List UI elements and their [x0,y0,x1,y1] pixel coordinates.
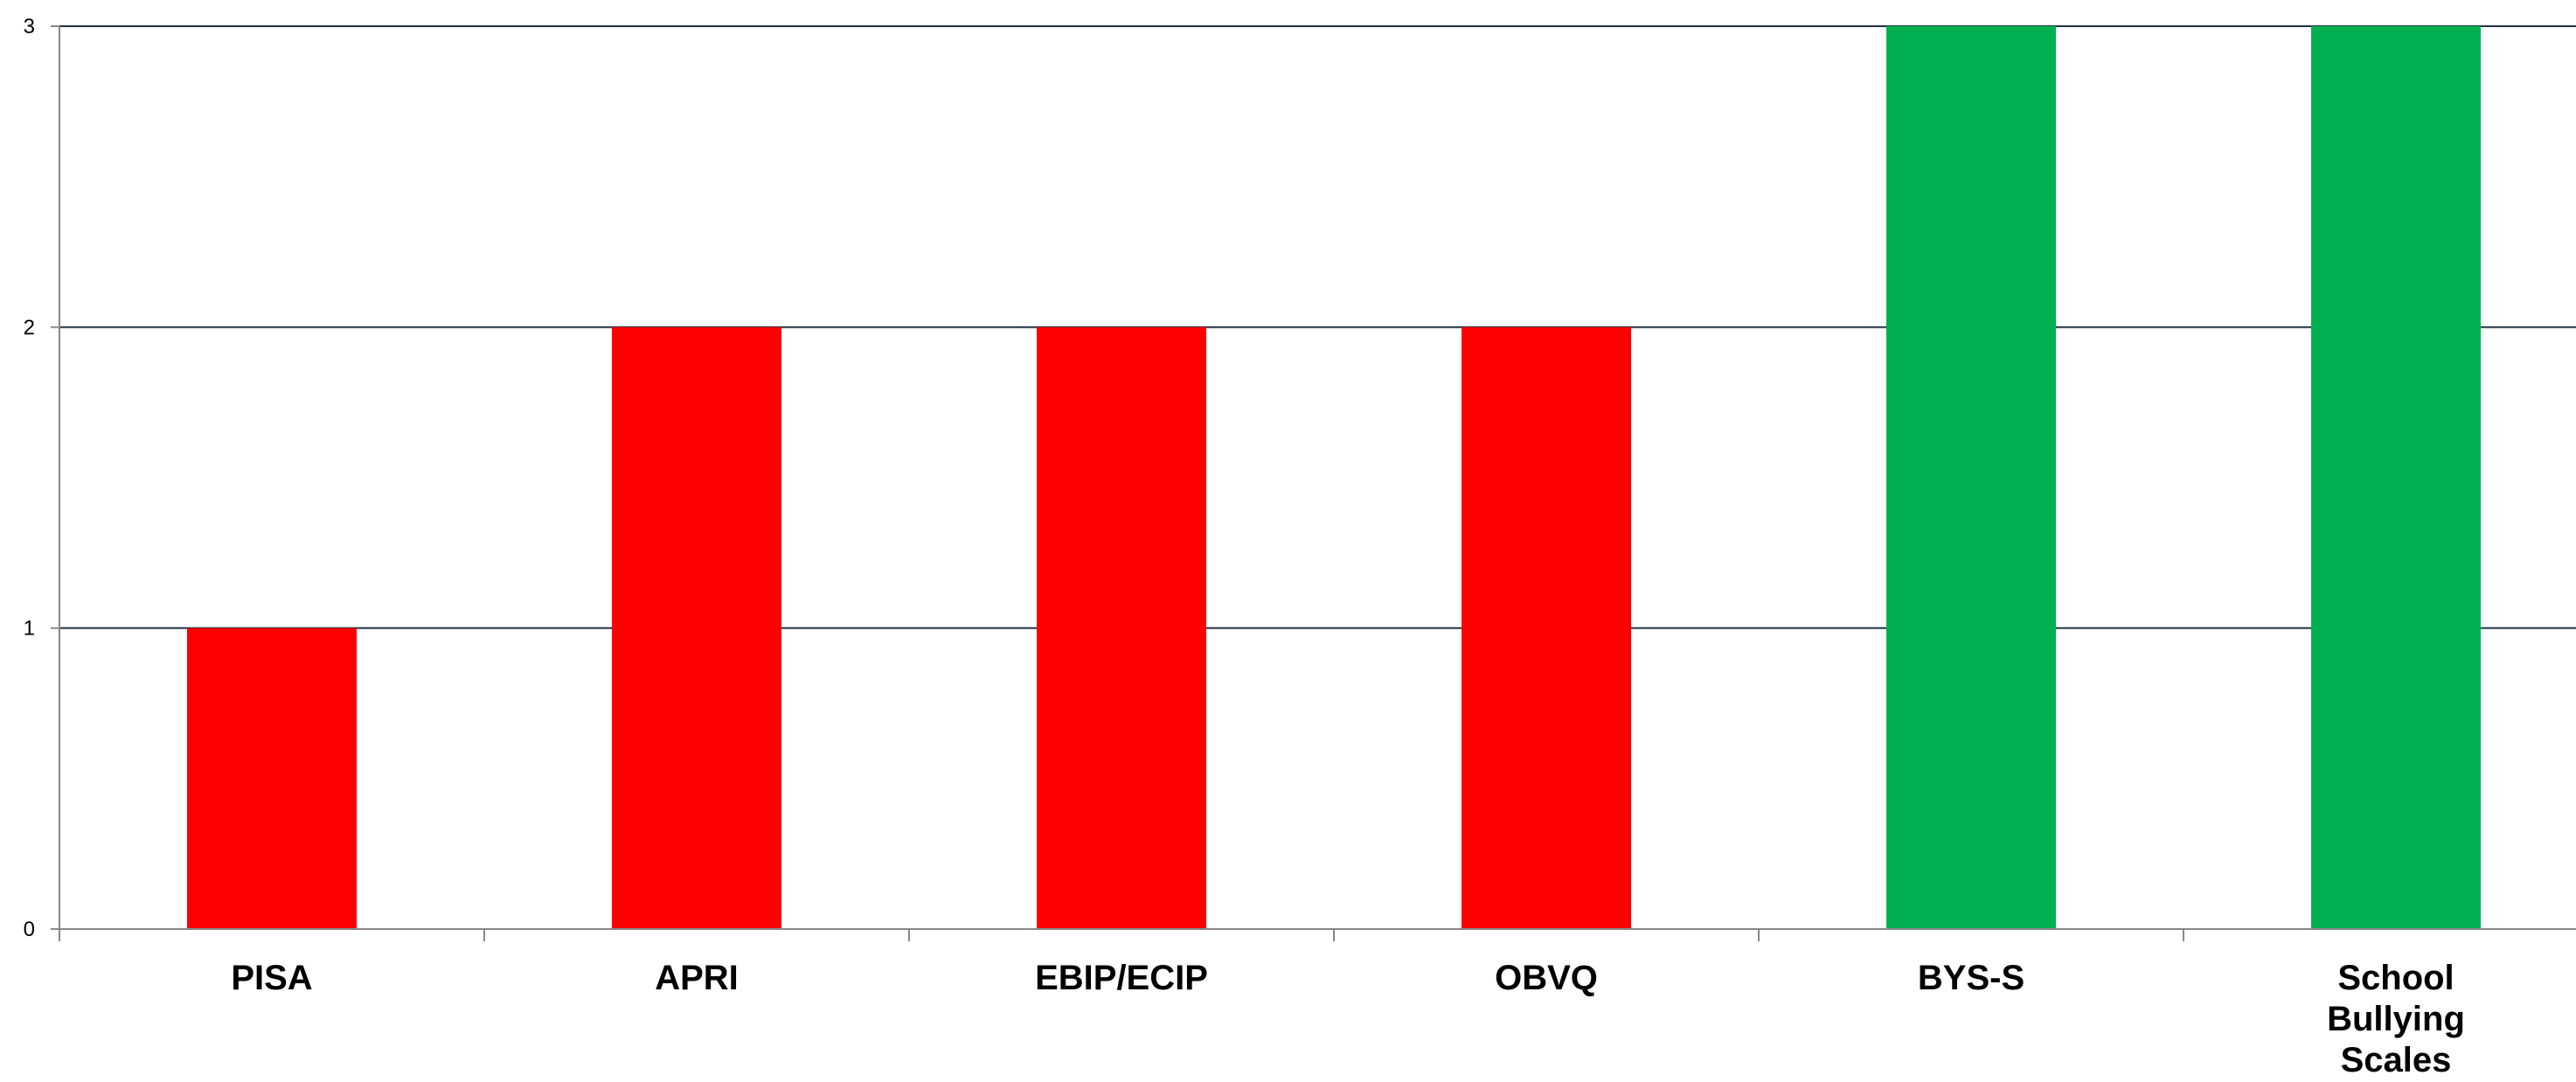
x-tick-label-line: BYS-S [1918,959,2024,997]
x-axis-tick-labels: PISA APRI EBIP/ECIP OBVQ BYS-S School Bullying… [231,959,2465,1079]
bar-obvq [1462,327,1631,929]
axes [51,25,2576,941]
y-tick-label-1: 1 [24,617,35,641]
x-tick-label-line: Scales [2341,1041,2452,1078]
y-axis-tick-labels: 0 1 2 3 [24,15,35,941]
x-tick-label-pisa: PISA [231,959,312,997]
x-tick-label-apri: APRI [655,959,739,997]
bar-pisa [187,628,357,929]
bar-ebip-ecip [1037,327,1206,929]
bar-apri [612,327,781,929]
x-tick-label-school-bullying-scales: School Bullying Scales [2327,959,2465,1078]
x-tick-label-line: APRI [655,959,739,997]
x-tick-label-ebip-ecip: EBIP/ECIP [1035,959,1208,997]
x-tick-label-bys-s: BYS-S [1918,959,2024,997]
x-tick-label-line: Bullying [2327,1000,2465,1038]
bars [187,26,2481,929]
x-tick-label-line: PISA [231,959,312,997]
y-tick-label-0: 0 [24,918,35,941]
x-tick-label-line: School [2337,959,2454,997]
bar-school-bullying-scales [2311,26,2481,929]
y-tick-label-2: 2 [24,316,35,339]
x-tick-label-obvq: OBVQ [1495,959,1598,997]
x-tick-label-line: OBVQ [1495,959,1598,997]
bar-bys-s [1886,26,2056,929]
y-tick-label-3: 3 [24,15,35,38]
x-tick-label-line: EBIP/ECIP [1035,959,1208,997]
gridlines [59,25,2576,629]
